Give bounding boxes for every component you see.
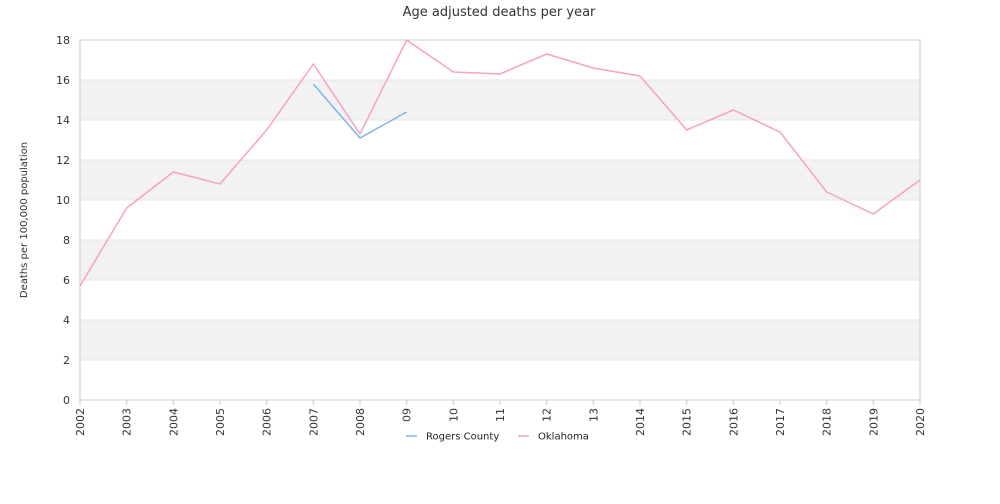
y-tick-label: 14 bbox=[56, 114, 70, 127]
x-tick-label: 2007 bbox=[307, 408, 320, 436]
y-tick-label: 12 bbox=[56, 154, 70, 167]
y-axis-label: Deaths per 100,000 population bbox=[19, 142, 30, 298]
x-tick-label: 2008 bbox=[354, 408, 367, 436]
series-line-oklahoma bbox=[79, 39, 921, 287]
legend-item[interactable]: Rogers County bbox=[406, 432, 499, 443]
plot-band bbox=[80, 160, 920, 200]
y-tick-label: 6 bbox=[63, 274, 70, 287]
y-tick-label: 8 bbox=[63, 234, 70, 247]
plot-band bbox=[80, 240, 920, 280]
x-tick-label: 10 bbox=[447, 408, 460, 422]
plot-band bbox=[80, 80, 920, 120]
series-lines bbox=[79, 39, 921, 287]
x-tick-label: 2014 bbox=[634, 408, 647, 436]
y-tick-label: 4 bbox=[63, 314, 70, 327]
series-line-rogers-county bbox=[312, 83, 408, 139]
x-axis-ticks: 2002 2003 2004 2005 2006 2007 2008 09 10 11 12 13 20… bbox=[74, 400, 927, 436]
x-tick-label: 2002 bbox=[74, 408, 87, 436]
y-tick-label: 10 bbox=[56, 194, 70, 207]
x-tick-label: 09 bbox=[401, 408, 414, 422]
legend-item[interactable]: Oklahoma bbox=[518, 432, 589, 443]
legend[interactable]: Rogers County Oklahoma bbox=[406, 432, 589, 443]
y-tick-label: 0 bbox=[63, 394, 70, 407]
plot-bands bbox=[80, 80, 920, 360]
legend-label: Rogers County bbox=[426, 432, 499, 443]
x-tick-label: 2003 bbox=[121, 408, 134, 436]
y-tick-label: 18 bbox=[56, 34, 70, 47]
legend-label: Oklahoma bbox=[538, 432, 589, 443]
x-tick-label: 2016 bbox=[727, 408, 740, 436]
plot-band bbox=[80, 320, 920, 360]
y-tick-label: 16 bbox=[56, 74, 70, 87]
x-tick-label: 2020 bbox=[914, 408, 927, 436]
x-tick-label: 2005 bbox=[214, 408, 227, 436]
x-tick-label: 2004 bbox=[167, 408, 180, 436]
x-tick-label: 2006 bbox=[261, 408, 274, 436]
x-tick-label: 2019 bbox=[867, 408, 880, 436]
x-tick-label: 2015 bbox=[681, 408, 694, 436]
chart-title: Age adjusted deaths per year bbox=[403, 5, 596, 20]
y-axis-ticks: 0 2 4 6 8 10 12 14 16 18 bbox=[56, 34, 70, 407]
x-tick-label: 12 bbox=[541, 408, 554, 422]
x-tick-label: 2017 bbox=[774, 408, 787, 436]
x-tick-label: 2018 bbox=[821, 408, 834, 436]
y-tick-label: 2 bbox=[63, 354, 70, 367]
x-tick-label: 13 bbox=[587, 408, 600, 422]
x-tick-label: 11 bbox=[494, 408, 507, 422]
